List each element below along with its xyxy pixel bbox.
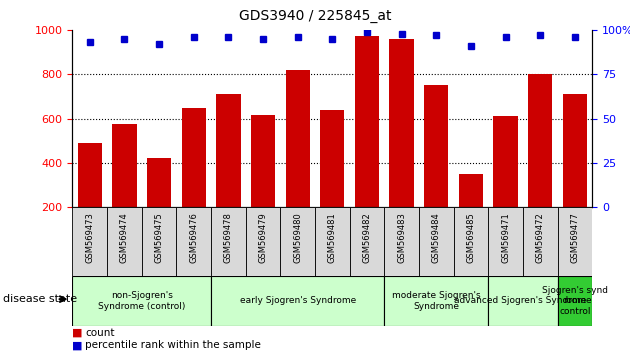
Bar [424,85,449,251]
Text: GSM569482: GSM569482 [362,213,372,263]
Bar [355,36,379,251]
Bar [181,108,206,251]
Bar [147,159,171,251]
Text: GDS3940 / 225845_at: GDS3940 / 225845_at [239,9,391,23]
Bar [246,207,280,276]
Bar [72,276,211,326]
Bar [112,124,137,251]
Text: GSM569473: GSM569473 [85,213,94,263]
Text: GSM569483: GSM569483 [397,213,406,263]
Text: GSM569474: GSM569474 [120,213,129,263]
Text: GSM569485: GSM569485 [466,213,476,263]
Bar [419,207,454,276]
Bar [176,207,211,276]
Bar [142,207,176,276]
Text: GSM569475: GSM569475 [154,213,164,263]
Bar [211,207,246,276]
Bar [251,115,275,251]
Bar [211,276,384,326]
Bar [558,276,592,326]
Text: disease state: disease state [3,294,77,304]
Text: GSM569479: GSM569479 [258,213,268,263]
Bar [488,276,558,326]
Bar [285,70,310,251]
Bar [459,174,483,251]
Bar [315,207,350,276]
Bar [384,207,419,276]
Bar [389,39,414,251]
Text: early Sjogren's Syndrome: early Sjogren's Syndrome [239,296,356,306]
Text: count: count [85,328,115,338]
Text: GSM569478: GSM569478 [224,213,233,263]
Text: percentile rank within the sample: percentile rank within the sample [85,341,261,350]
Text: Sjogren's synd
rome
control: Sjogren's synd rome control [542,286,608,316]
Bar [523,207,558,276]
Bar [77,143,102,251]
Bar [384,276,488,326]
Text: non-Sjogren's
Syndrome (control): non-Sjogren's Syndrome (control) [98,291,185,310]
Bar [488,207,523,276]
Bar [320,110,345,251]
Bar [72,207,107,276]
Bar [454,207,488,276]
Bar [563,94,587,251]
Text: moderate Sjogren's
Syndrome: moderate Sjogren's Syndrome [392,291,481,310]
Bar [350,207,384,276]
Bar [528,74,553,251]
Text: GSM569484: GSM569484 [432,213,441,263]
Text: advanced Sjogren's Syndrome: advanced Sjogren's Syndrome [454,296,592,306]
Text: GSM569476: GSM569476 [189,213,198,263]
Text: GSM569477: GSM569477 [570,213,580,263]
Text: GSM569471: GSM569471 [501,213,510,263]
Bar [216,94,241,251]
Bar [107,207,142,276]
Bar [280,207,315,276]
Text: GSM569480: GSM569480 [293,213,302,263]
Text: GSM569472: GSM569472 [536,213,545,263]
Bar [558,207,592,276]
Text: ■: ■ [72,328,83,338]
Text: ■: ■ [72,341,83,350]
Text: GSM569481: GSM569481 [328,213,337,263]
Bar [493,116,518,251]
